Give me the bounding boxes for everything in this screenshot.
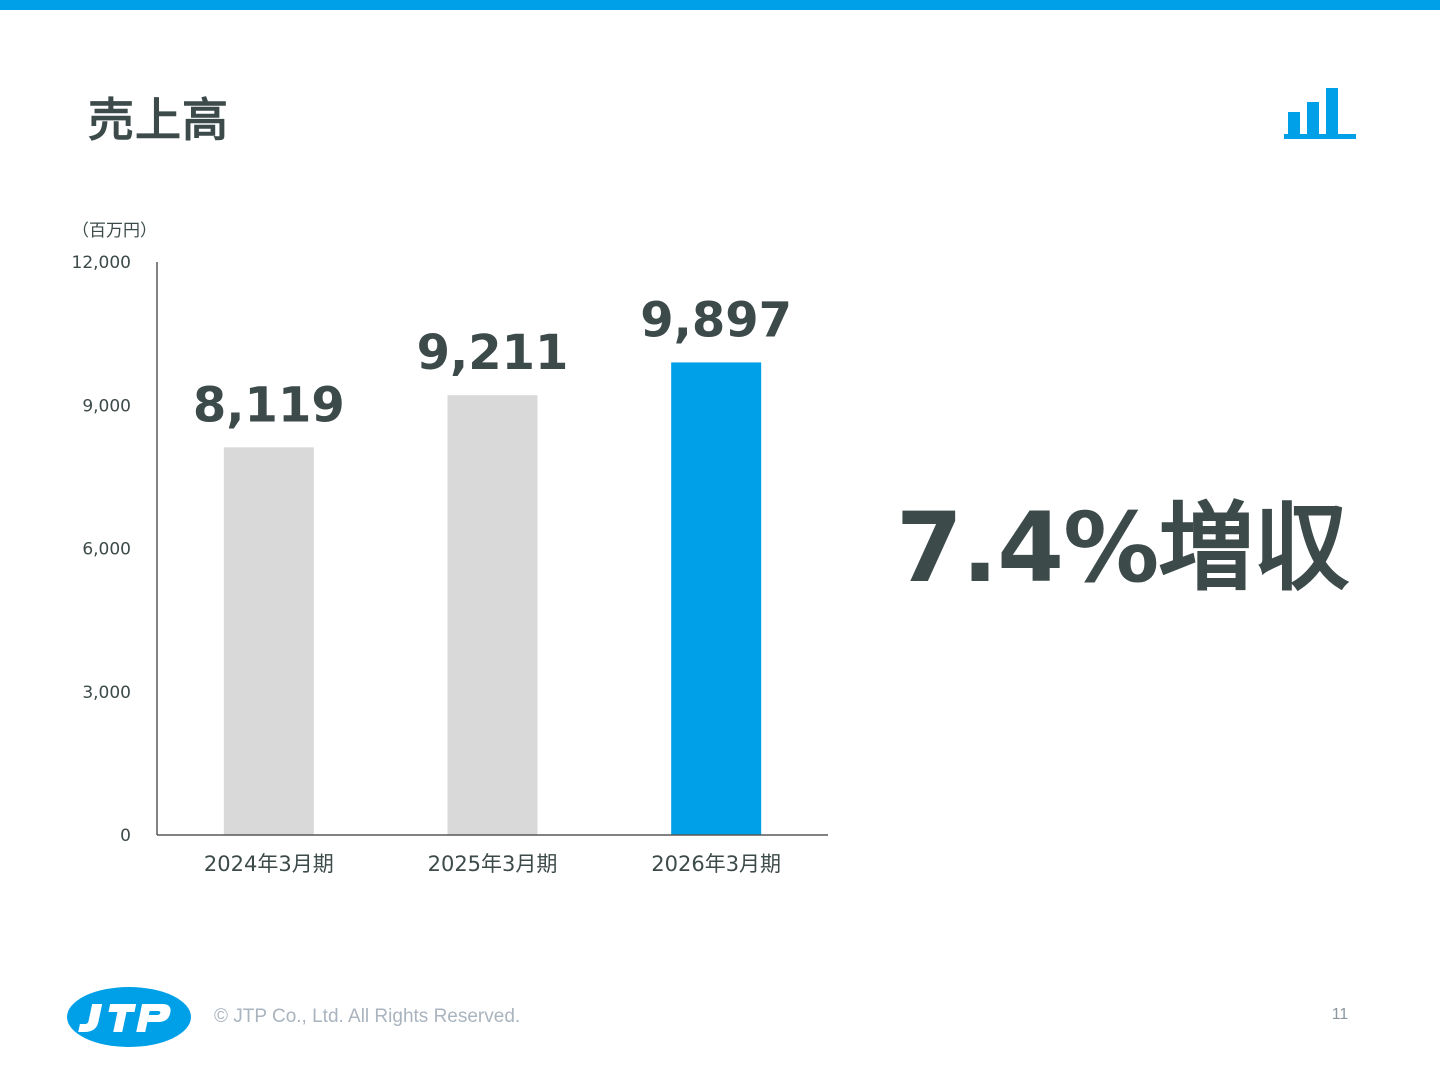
- y-tick-label: 12,000: [72, 253, 131, 273]
- page-title: 売上高: [88, 93, 229, 147]
- unit-label: （百万円）: [72, 221, 157, 241]
- bar-chart-icon: [1284, 88, 1356, 139]
- x-category-label: 2024年3月期: [204, 852, 334, 876]
- bar-value-label: 8,119: [193, 377, 345, 433]
- top-accent-bar: [0, 0, 1440, 10]
- y-tick-label: 9,000: [82, 396, 131, 416]
- bar-3: [671, 362, 762, 835]
- bar-1: [223, 447, 314, 835]
- y-tick-label: 3,000: [82, 683, 131, 703]
- bar-value-label: 9,897: [640, 292, 792, 348]
- growth-highlight: 7.4%増収: [896, 492, 1349, 604]
- jtp-logo: [67, 987, 191, 1047]
- y-tick-label: 6,000: [82, 540, 131, 560]
- y-tick-label: 0: [120, 826, 131, 846]
- copyright-text: © JTP Co., Ltd. All Rights Reserved.: [214, 1006, 521, 1027]
- x-category-label: 2025年3月期: [428, 852, 558, 876]
- page-number: 11: [1331, 1006, 1349, 1023]
- bar-2: [447, 395, 538, 835]
- bar-value-label: 9,211: [417, 325, 569, 381]
- x-category-label: 2026年3月期: [651, 852, 781, 876]
